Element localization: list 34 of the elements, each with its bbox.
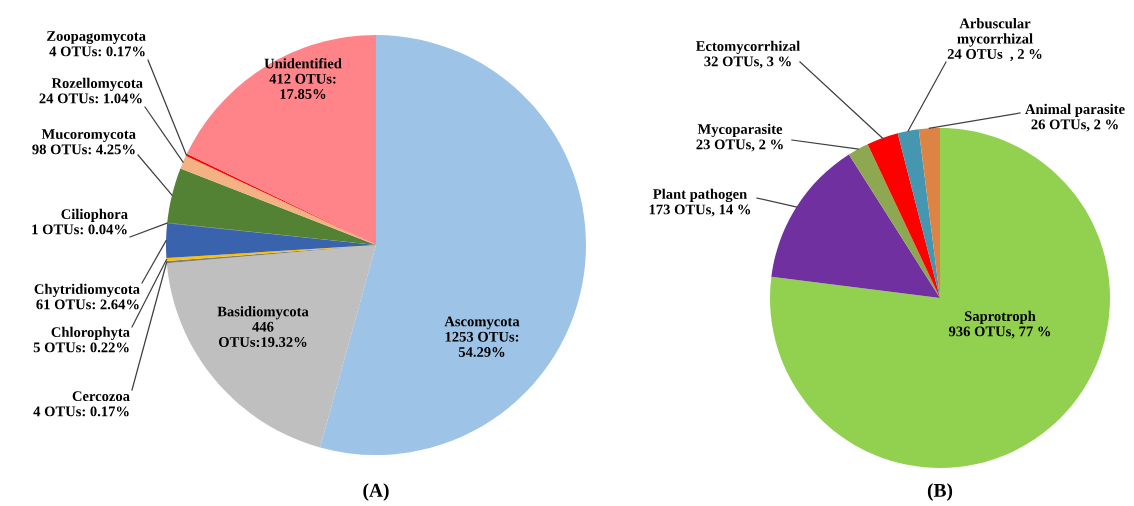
- data-label: 26 OTUs, 2 %: [1031, 119, 1118, 132]
- data-label: 32 OTUs, 3 %: [704, 56, 791, 69]
- data-label: 23 OTUs, 2 %: [696, 139, 783, 152]
- data-label: 173 OTUs, 14 %: [649, 204, 751, 217]
- text: (A): [363, 483, 389, 501]
- data-label: 5 OTUs: 0.22%: [33, 342, 129, 353]
- data-label: 412 OTUs: 17.85%: [269, 73, 336, 99]
- slice-label: Chlorophyta: [51, 326, 130, 341]
- slice-label: Plant pathogen: [653, 188, 747, 203]
- slice-label: Cercozoa: [72, 391, 130, 402]
- data-label: 936 OTUs, 77 %: [948, 326, 1051, 339]
- slice-label: Arbuscular mycorrhizal: [957, 18, 1033, 47]
- slice-label: Ascomycota: [444, 316, 520, 330]
- text: (B): [927, 483, 953, 501]
- data-label: 446 OTUs:19.32%: [218, 321, 307, 347]
- slice-label: Ectomycorrhizal: [696, 40, 800, 55]
- data-label: 4 OTUs: 0.17%: [49, 46, 145, 57]
- data-label: 1253 OTUs: 54.29%: [445, 331, 519, 357]
- data-label: 61 OTUs: 2.64%: [36, 299, 139, 310]
- data-label: 1 OTUs: 0.04%: [32, 224, 127, 235]
- slice-label: Ciliophora: [61, 208, 128, 222]
- slice-label: Chytridiomycota: [34, 283, 140, 298]
- slice-label: Unidentified: [264, 57, 342, 69]
- data-label: 98 OTUs: 4.25%: [32, 144, 135, 155]
- data-label: 24 OTUs , 2 %: [947, 49, 1042, 62]
- slice-label: Saprotroph: [964, 310, 1036, 324]
- slice-label: Animal parasite: [1025, 103, 1125, 117]
- slice-label: Mucoromycota: [41, 129, 136, 142]
- data-label: 4 OTUs: 0.17%: [33, 406, 129, 417]
- slice-label: Basidiomycota: [217, 306, 309, 320]
- slice-label: Rozellomycota: [51, 77, 143, 92]
- slice-label: Mycoparasite: [697, 123, 783, 138]
- data-label: 24 OTUs: 1.04%: [39, 93, 142, 104]
- slice-label: Zoopagomycota: [47, 31, 146, 44]
